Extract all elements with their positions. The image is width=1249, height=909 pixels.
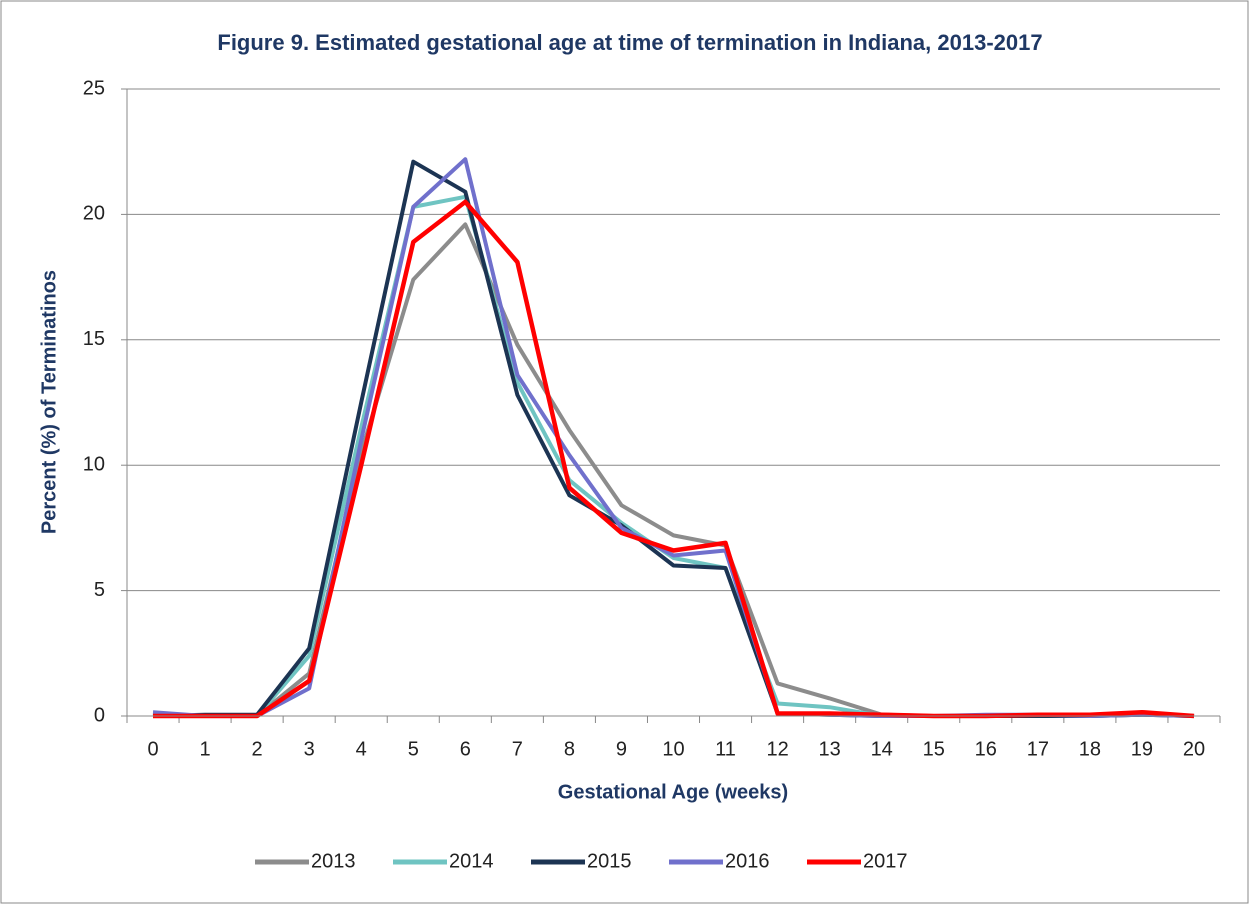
- x-tick-label: 11: [715, 738, 736, 760]
- x-tick-label: 6: [460, 738, 471, 760]
- x-tick-label: 12: [766, 738, 788, 760]
- x-tick-label: 15: [923, 738, 945, 760]
- x-tick-label: 7: [512, 738, 523, 760]
- x-axis-label: Gestational Age (weeks): [558, 781, 788, 803]
- x-tick-label: 16: [975, 738, 997, 760]
- x-tick-label: 20: [1183, 738, 1205, 760]
- x-tick-label: 0: [147, 738, 158, 760]
- x-tick-label: 8: [564, 738, 575, 760]
- series-line: [153, 199, 1195, 719]
- legend-label: 2017: [863, 850, 908, 872]
- x-tick-label: 17: [1027, 738, 1049, 760]
- legend-label: 2013: [311, 850, 356, 872]
- x-tick-label: 10: [662, 738, 684, 760]
- y-tick-label: 25: [83, 77, 105, 99]
- x-tick-label: 2: [252, 738, 263, 760]
- x-tick-label: 13: [819, 738, 841, 760]
- legend-label: 2016: [725, 850, 770, 872]
- y-tick-label: 0: [94, 704, 105, 726]
- x-tick-label: 5: [408, 738, 419, 760]
- x-tick-label: 3: [304, 738, 315, 760]
- y-tick-label: 20: [83, 203, 105, 225]
- x-tick-label: 14: [871, 738, 893, 760]
- x-tick-label: 19: [1131, 738, 1153, 760]
- x-tick-label: 4: [356, 738, 367, 760]
- y-tick-label: 10: [83, 453, 105, 475]
- y-tick-label: 15: [83, 328, 105, 350]
- y-tick-label: 5: [94, 579, 105, 601]
- legend-label: 2014: [449, 850, 494, 872]
- chart-title: Figure 9. Estimated gestational age at t…: [217, 30, 1042, 55]
- y-axis-label: Percent (%) of Terminatinos: [38, 270, 60, 534]
- x-tick-label: 9: [616, 738, 627, 760]
- legend-label: 2015: [587, 850, 632, 872]
- x-tick-label: 1: [200, 738, 211, 760]
- x-tick-label: 18: [1079, 738, 1101, 760]
